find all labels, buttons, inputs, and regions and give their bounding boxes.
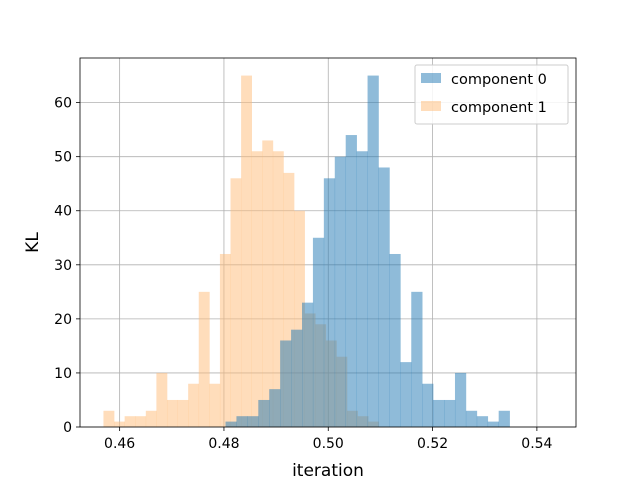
- bar-component-1: [156, 372, 168, 427]
- y-tick-label: 20: [54, 312, 72, 328]
- bar-component-1: [209, 383, 221, 427]
- bar-component-1: [294, 210, 305, 427]
- bar-component-1: [219, 253, 231, 427]
- bar-component-0: [356, 151, 368, 427]
- x-tick-label: 0.50: [313, 436, 344, 452]
- bar-component-0: [476, 416, 489, 427]
- bar-component-0: [236, 416, 248, 427]
- bar-component-0: [323, 178, 336, 427]
- bar-component-1: [177, 399, 189, 427]
- bar-component-1: [241, 75, 252, 428]
- legend-label-component-0: component 0: [451, 72, 547, 88]
- bar-component-0: [302, 302, 314, 427]
- bar-component-0: [389, 253, 401, 427]
- bar-component-0: [225, 421, 237, 427]
- bar-component-0: [280, 340, 292, 427]
- legend-box: [414, 64, 569, 125]
- bar-component-1: [114, 421, 125, 427]
- bar-component-0: [312, 237, 325, 427]
- bar-component-1: [262, 140, 274, 427]
- y-tick-label: 40: [54, 204, 72, 220]
- bar-component-1: [230, 178, 242, 427]
- bar-component-0: [444, 399, 456, 427]
- bar-component-0: [378, 167, 390, 427]
- bar-component-0: [454, 372, 467, 427]
- bar-component-0: [334, 156, 347, 427]
- legend-swatch-component-0: [421, 73, 441, 83]
- x-tick-label: 0.54: [521, 436, 552, 452]
- bar-component-0: [367, 75, 379, 428]
- y-tick-label: 10: [54, 366, 72, 382]
- bar-component-0: [269, 389, 281, 427]
- bar-component-0: [291, 329, 303, 427]
- bar-component-1: [188, 383, 200, 427]
- bar-component-0: [433, 399, 445, 427]
- bar-component-0: [487, 421, 499, 427]
- bar-component-0: [400, 362, 412, 427]
- bar-component-1: [145, 410, 157, 427]
- bar-component-1: [124, 416, 136, 427]
- bar-component-0: [258, 399, 270, 427]
- legend-label-component-1: component 1: [451, 100, 547, 116]
- x-tick-label: 0.46: [104, 436, 135, 452]
- y-axis-title: KL: [23, 232, 43, 253]
- bar-component-0: [422, 383, 434, 427]
- y-axis-ticks: 0 10 20 30 40 50 60: [54, 96, 80, 436]
- x-tick-label: 0.52: [417, 436, 448, 452]
- bar-component-0: [498, 410, 510, 427]
- bar-component-1: [166, 399, 178, 427]
- y-tick-label: 50: [54, 150, 72, 166]
- bar-component-0: [465, 410, 478, 427]
- bar-component-1: [251, 151, 263, 427]
- bar-component-0: [345, 135, 357, 428]
- x-tick-label: 0.48: [208, 436, 239, 452]
- bar-component-1: [103, 410, 115, 427]
- bars: [103, 75, 510, 428]
- x-axis-title: iteration: [292, 461, 364, 480]
- y-tick-label: 0: [63, 420, 72, 436]
- bar-component-1: [135, 416, 147, 427]
- y-tick-label: 30: [54, 258, 72, 274]
- y-tick-label: 60: [54, 96, 72, 112]
- bar-component-1: [198, 291, 210, 427]
- bar-component-0: [247, 416, 259, 427]
- legend: component 0 component 1: [414, 64, 569, 125]
- bar-component-1: [272, 151, 284, 427]
- bar-component-0: [411, 291, 423, 427]
- legend-swatch-component-1: [421, 101, 441, 111]
- x-axis-ticks: 0.46 0.48 0.50 0.52 0.54: [104, 427, 553, 452]
- bar-component-1: [283, 172, 295, 427]
